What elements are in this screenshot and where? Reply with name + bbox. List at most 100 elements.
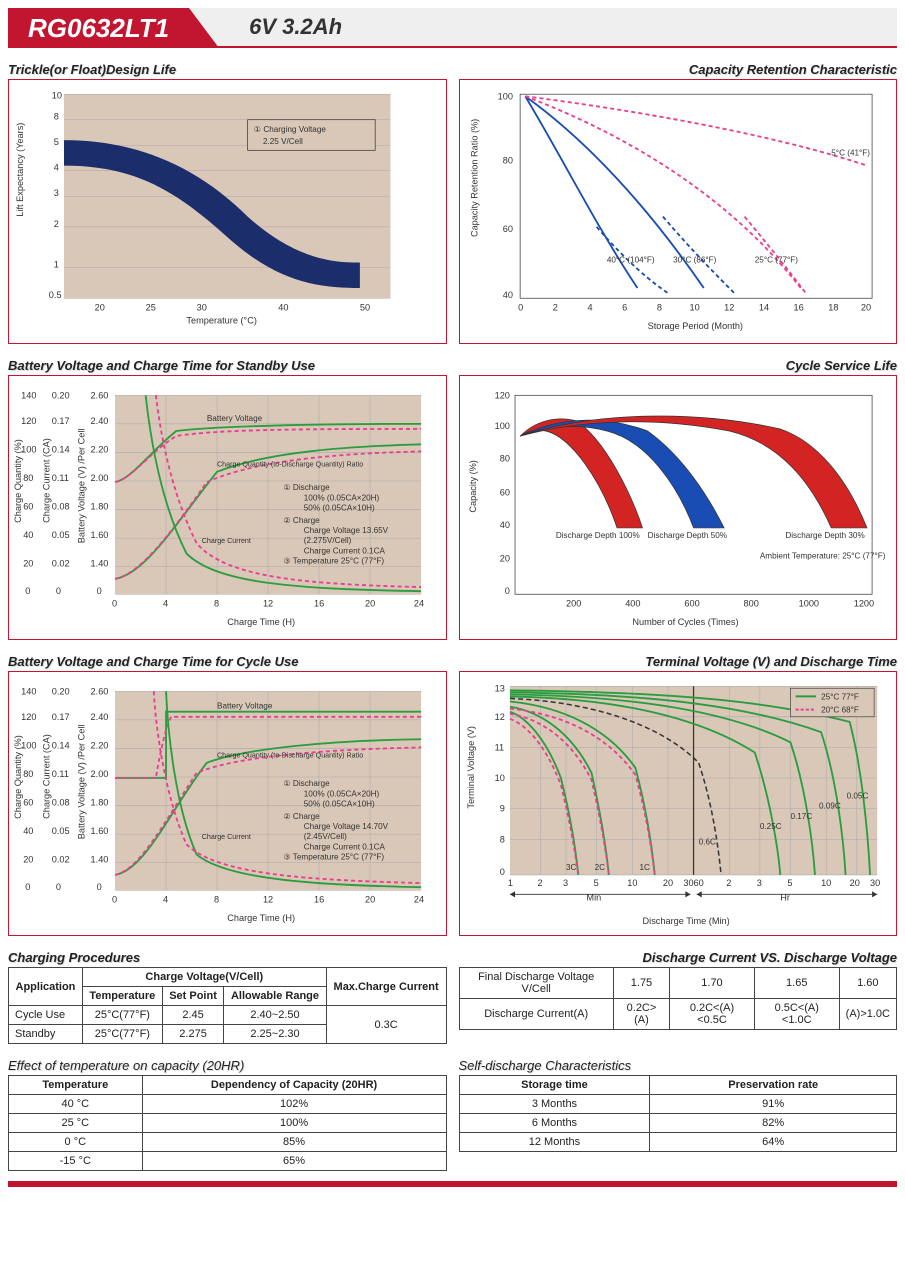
svg-text:0.09C: 0.09C [819,802,841,811]
svg-text:3C: 3C [566,863,577,872]
svg-text:12: 12 [263,599,273,609]
svg-text:0: 0 [112,599,117,609]
svg-text:20: 20 [95,302,105,312]
svg-text:③ Temperature 25°C (77°F): ③ Temperature 25°C (77°F) [283,557,384,566]
svg-text:25°C 77°F: 25°C 77°F [821,693,859,702]
svg-text:20: 20 [849,878,859,888]
svg-text:Battery Voltage: Battery Voltage [217,702,273,711]
svg-text:Charge Current 0.1CA: Charge Current 0.1CA [304,546,386,555]
svg-text:(2.45V/Cell): (2.45V/Cell) [304,832,347,841]
svg-text:0.11: 0.11 [52,473,69,483]
table-row: 40 °C102% [9,1095,447,1114]
svg-text:120: 120 [21,416,36,426]
svg-text:0.14: 0.14 [52,444,70,454]
svg-text:3: 3 [562,878,567,888]
svg-text:8: 8 [54,112,59,122]
footer-bar [8,1181,897,1187]
svg-text:8: 8 [656,302,661,312]
svg-text:0.05: 0.05 [52,530,70,540]
svg-text:0.20: 0.20 [52,686,70,696]
svg-text:0.5: 0.5 [49,290,62,300]
capacity-retention-panel: Capacity Retention Characteristic Capaci… [459,62,898,344]
table-header: Dependency of Capacity (20HR) [142,1076,446,1095]
panel-title: Battery Voltage and Charge Time for Cycl… [8,654,447,669]
svg-text:Discharge Depth 30%: Discharge Depth 30% [785,531,864,540]
svg-text:0.02: 0.02 [52,855,70,865]
table-row: 6 Months82% [459,1114,897,1133]
table-row: Cycle Use 25°C(77°F) 2.45 2.40~2.50 0.3C [9,1006,447,1025]
svg-text:2: 2 [552,302,557,312]
svg-text:0.17C: 0.17C [790,812,812,821]
svg-text:40: 40 [23,530,33,540]
svg-text:60: 60 [23,798,33,808]
svg-text:4: 4 [163,599,168,609]
svg-text:Charge Current (CA): Charge Current (CA) [42,734,52,819]
svg-text:80: 80 [499,454,509,464]
retention-chart: Capacity Retention Ratio (%) Storage Per… [464,84,893,339]
svg-text:400: 400 [625,599,640,609]
svg-text:0: 0 [25,586,30,596]
svg-text:50% (0.05CA×10H): 50% (0.05CA×10H) [304,504,375,513]
svg-text:100: 100 [21,741,36,751]
svg-text:Charge Quantity (to-Discharge: Charge Quantity (to-Discharge Quantity) … [217,461,363,469]
panel-title: Charging Procedures [8,950,447,965]
svg-text:3: 3 [756,878,761,888]
svg-text:1.40: 1.40 [91,855,109,865]
svg-text:2.60: 2.60 [91,686,109,696]
svg-text:6: 6 [622,302,627,312]
svg-text:2C: 2C [594,863,605,872]
svg-text:18: 18 [828,302,838,312]
svg-text:20: 20 [365,599,375,609]
svg-text:0.6C: 0.6C [698,837,715,846]
svg-text:Discharge Depth 100%: Discharge Depth 100% [555,531,639,540]
temp-capacity-panel: Effect of temperature on capacity (20HR)… [8,1058,447,1171]
svg-text:120: 120 [21,712,36,722]
svg-text:20: 20 [23,855,33,865]
svg-text:10: 10 [689,302,699,312]
svg-text:1.60: 1.60 [91,530,109,540]
svg-text:Charge Time (H): Charge Time (H) [227,913,295,923]
panel-title: Terminal Voltage (V) and Discharge Time [459,654,898,669]
svg-text:600: 600 [684,599,699,609]
table-row: 3 Months91% [459,1095,897,1114]
table-row: Discharge Current(A) 0.2C>(A) 0.2C<(A)<0… [459,999,897,1030]
svg-text:140: 140 [21,390,36,400]
svg-text:2.20: 2.20 [91,444,109,454]
svg-text:16: 16 [314,895,324,905]
svg-text:30°C (86°F): 30°C (86°F) [673,256,717,265]
trickle-chart: ① Charging Voltage 2.25 V/Cell Lift Expe… [13,84,442,339]
svg-text:4: 4 [163,895,168,905]
svg-text:Terminal Voltage (V): Terminal Voltage (V) [466,726,476,809]
svg-text:1: 1 [507,878,512,888]
svg-text:0.05: 0.05 [52,826,70,836]
svg-text:0: 0 [25,882,30,892]
svg-text:40: 40 [502,290,512,300]
svg-text:③ Temperature 25°C (77°F): ③ Temperature 25°C (77°F) [283,853,384,862]
svg-text:80: 80 [23,769,33,779]
table-subheader: Temperature [82,987,162,1006]
svg-text:100: 100 [494,421,509,431]
svg-text:Number of Cycles (Times): Number of Cycles (Times) [632,617,738,627]
discharge-voltage-panel: Discharge Current VS. Discharge Voltage … [459,950,898,1044]
table-header: Charge Voltage(V/Cell) [82,968,326,987]
svg-text:60: 60 [693,878,703,888]
svg-text:40: 40 [278,302,288,312]
svg-text:② Charge: ② Charge [283,812,320,821]
svg-text:Discharge Time (Min): Discharge Time (Min) [642,916,729,926]
standby-chart: Charge Quantity (%) Charge Current (CA) … [13,380,442,635]
svg-text:40°C (104°F): 40°C (104°F) [606,256,654,265]
standby-charge-panel: Battery Voltage and Charge Time for Stan… [8,358,447,640]
svg-text:Charge Current (CA): Charge Current (CA) [42,438,52,523]
svg-text:1C: 1C [639,863,650,872]
svg-text:16: 16 [314,599,324,609]
svg-text:10: 10 [494,773,504,783]
svg-text:10: 10 [627,878,637,888]
svg-text:40: 40 [499,520,509,530]
svg-text:1.80: 1.80 [91,798,109,808]
y-ticks: 0.5 1 2 3 4 5 8 10 [49,90,62,300]
svg-text:Charge Voltage 13.65V: Charge Voltage 13.65V [304,526,389,535]
self-discharge-panel: Self-discharge Characteristics Storage t… [459,1058,898,1171]
note-line-2: 2.25 V/Cell [263,137,303,146]
svg-text:20: 20 [365,895,375,905]
charging-table: Application Charge Voltage(V/Cell) Max.C… [8,967,447,1044]
